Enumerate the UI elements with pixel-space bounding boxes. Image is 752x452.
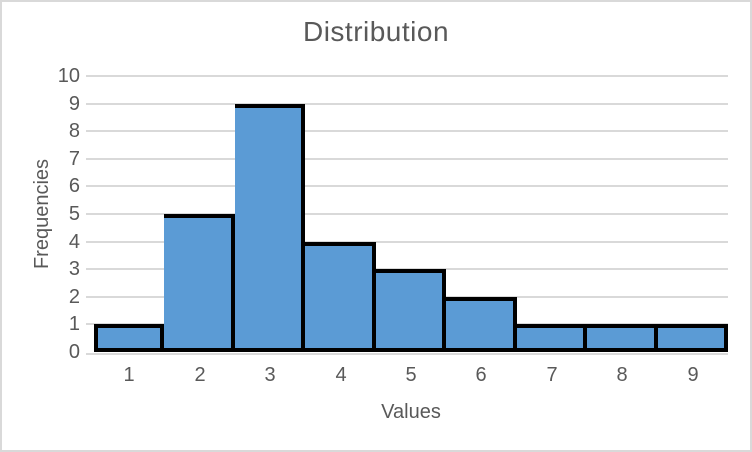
bar bbox=[376, 269, 446, 352]
x-tick-label: 5 bbox=[405, 364, 417, 386]
y-tick-label: 8 bbox=[68, 120, 80, 142]
bar bbox=[517, 324, 587, 352]
bar bbox=[658, 324, 728, 352]
gridline bbox=[86, 185, 728, 187]
y-tick-label: 9 bbox=[68, 93, 80, 115]
y-tick-label: 10 bbox=[57, 65, 80, 87]
gridline bbox=[86, 213, 728, 215]
y-tick-label: 4 bbox=[68, 231, 80, 253]
y-tick-label: 6 bbox=[68, 175, 80, 197]
bar bbox=[587, 324, 658, 352]
x-tick-label: 4 bbox=[335, 364, 347, 386]
bar bbox=[446, 297, 517, 352]
y-tick-label: 2 bbox=[68, 286, 80, 308]
x-tick-label: 7 bbox=[546, 364, 558, 386]
gridline bbox=[86, 130, 728, 132]
gridline bbox=[86, 75, 728, 77]
gridline bbox=[86, 103, 728, 105]
chart-title: Distribution bbox=[302, 16, 450, 47]
bar bbox=[305, 242, 376, 352]
gridline bbox=[86, 241, 728, 243]
bar bbox=[164, 214, 235, 352]
gridline bbox=[86, 158, 728, 160]
y-tick-label: 0 bbox=[68, 341, 80, 363]
x-axis-title: Values bbox=[381, 401, 441, 423]
bar bbox=[235, 104, 305, 352]
bar bbox=[94, 324, 164, 352]
plot-area bbox=[86, 75, 728, 355]
x-tick-label: 2 bbox=[194, 364, 206, 386]
x-tick-label: 1 bbox=[123, 364, 135, 386]
x-tick-label: 8 bbox=[616, 364, 628, 386]
x-tick-label: 3 bbox=[264, 364, 276, 386]
x-axis-line bbox=[86, 353, 728, 355]
y-tick-label: 7 bbox=[68, 148, 80, 170]
y-tick-label: 1 bbox=[68, 313, 80, 335]
x-tick-label: 6 bbox=[475, 364, 487, 386]
y-tick-label: 5 bbox=[68, 203, 80, 225]
y-tick-label: 3 bbox=[68, 258, 80, 280]
x-tick-label: 9 bbox=[687, 364, 699, 386]
